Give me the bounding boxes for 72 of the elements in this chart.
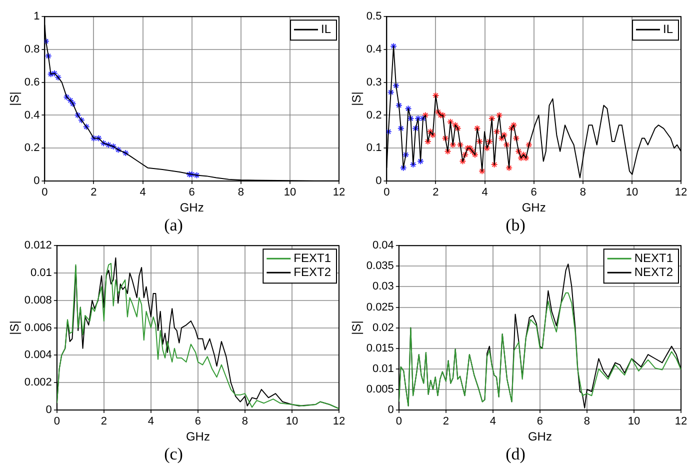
x-tick-label: 10 — [286, 416, 298, 428]
y-tick-label: 0 — [46, 404, 52, 416]
x-tick-label: 12 — [674, 186, 688, 199]
y-tick-label: 0.01 — [372, 362, 394, 375]
y-tick-label: 0.02 — [372, 322, 394, 334]
y-tick-label: 0.004 — [24, 349, 52, 362]
x-tick-label: 10 — [628, 416, 640, 428]
y-tick-label: 0.025 — [366, 301, 394, 314]
legend-label: NEXT1 — [634, 250, 674, 265]
y-tick-label: 0.03 — [372, 280, 394, 293]
x-tick-label: 12 — [332, 416, 346, 428]
x-tick-label: 2 — [442, 416, 449, 428]
y-tick-label: 0.3 — [366, 76, 382, 88]
y-tick-label: 0 — [376, 175, 382, 188]
y-tick-label: 0 — [388, 404, 394, 416]
x-tick-label: 10 — [284, 186, 296, 199]
y-tick-label: 0.01 — [30, 267, 52, 280]
y-tick-label: 0.008 — [24, 294, 52, 306]
y-tick-label: 0.015 — [366, 342, 394, 354]
y-tick-label: 0.6 — [24, 76, 40, 88]
y-tick-label: 0.4 — [24, 109, 40, 122]
x-tick-label: 12 — [332, 186, 346, 199]
legend-label: FEXT1 — [294, 250, 332, 265]
y-tick-label: 0.2 — [366, 109, 382, 122]
x-tick-label: 6 — [194, 416, 202, 428]
x-tick-label: 4 — [482, 186, 488, 199]
x-tick-label: 2 — [432, 186, 439, 199]
x-axis-title: GHz — [528, 430, 552, 444]
y-tick-label: 0.5 — [366, 10, 382, 23]
x-tick-label: 8 — [580, 186, 586, 199]
x-tick-label: 0 — [396, 416, 402, 428]
x-tick-label: 8 — [584, 416, 590, 428]
x-tick-label: 12 — [674, 416, 688, 428]
y-tick-label: 0.005 — [366, 383, 394, 396]
y-axis-title: |S| — [350, 320, 364, 335]
legend-label: NEXT2 — [634, 264, 674, 279]
y-axis-title: |S| — [350, 92, 364, 106]
x-tick-label: 4 — [140, 186, 146, 199]
legend-label: IL — [662, 22, 674, 36]
x-tick-label: 8 — [238, 186, 244, 199]
y-tick-label: 0 — [34, 175, 40, 188]
text: (b) — [506, 215, 526, 234]
y-tick-label: 0.8 — [24, 44, 40, 56]
x-axis-title: GHz — [186, 430, 210, 444]
text: (c) — [164, 444, 183, 464]
y-tick-label: 0.4 — [366, 44, 382, 56]
y-axis-title: |S| — [8, 320, 22, 335]
text: (d) — [506, 444, 526, 464]
x-tick-label: 2 — [90, 186, 97, 199]
y-tick-label: 0.04 — [372, 240, 394, 252]
x-tick-label: 6 — [188, 186, 195, 199]
x-tick-label: 4 — [490, 416, 496, 428]
y-tick-label: 0.012 — [24, 240, 52, 252]
y-tick-label: 0.1 — [366, 142, 382, 154]
y-axis-title: |S| — [8, 92, 22, 106]
x-tick-label: 6 — [536, 416, 544, 428]
x-tick-label: 0 — [54, 416, 60, 428]
x-tick-label: 8 — [242, 416, 248, 428]
y-tick-label: 0.002 — [24, 376, 52, 389]
x-tick-label: 4 — [148, 416, 154, 428]
y-tick-label: 0.035 — [366, 260, 394, 272]
x-tick-label: 10 — [626, 186, 638, 199]
x-tick-label: 2 — [100, 416, 107, 428]
y-tick-label: 1 — [34, 10, 40, 23]
x-axis-title: GHz — [522, 200, 546, 215]
text: (a) — [164, 215, 183, 234]
legend-label: FEXT2 — [294, 264, 332, 279]
y-tick-label: 0.2 — [24, 142, 40, 154]
x-tick-label: 6 — [530, 186, 537, 199]
x-axis-title: GHz — [180, 200, 204, 215]
legend-label: IL — [320, 22, 332, 36]
y-tick-label: 0.006 — [24, 322, 52, 334]
